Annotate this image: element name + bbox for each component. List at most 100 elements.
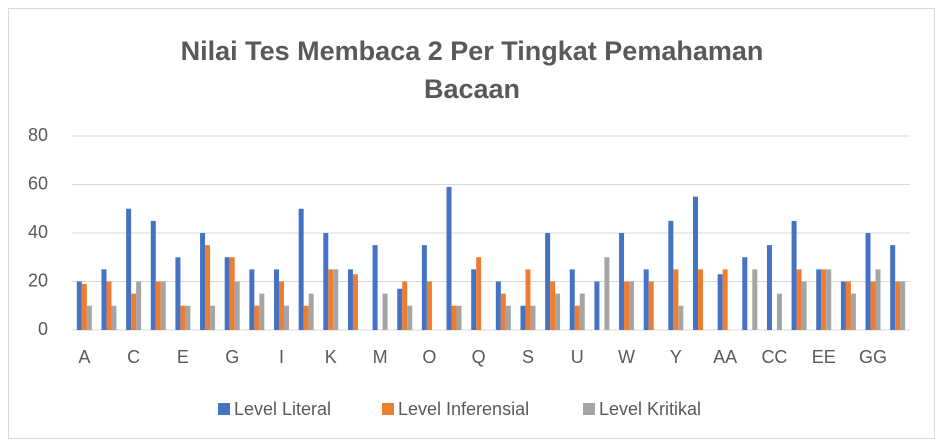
bar [766, 245, 772, 330]
bar [446, 186, 452, 330]
y-tick-label: 20 [28, 270, 48, 290]
bar [545, 233, 551, 330]
x-tick-label: A [78, 347, 90, 367]
bar [249, 269, 255, 330]
bar [865, 233, 871, 330]
bar [421, 245, 427, 330]
bar [279, 281, 284, 330]
bar [106, 281, 112, 330]
bar [668, 220, 674, 330]
bar [525, 269, 531, 330]
bar [352, 274, 358, 330]
bar [555, 293, 561, 330]
bar [890, 245, 896, 330]
x-tick-label: CC [761, 347, 787, 367]
x-tick-label: K [325, 347, 337, 367]
legend-label: Level Inferensial [398, 399, 529, 419]
x-tick-label: W [618, 347, 635, 367]
x-tick-label: O [422, 347, 436, 367]
bar [678, 305, 684, 330]
bar [840, 281, 846, 330]
bar [752, 269, 758, 330]
bar [845, 281, 851, 330]
bar [426, 281, 432, 330]
bar [81, 283, 87, 330]
bar [456, 305, 462, 330]
bar [870, 281, 876, 330]
bar [259, 293, 265, 330]
x-tick-label: Q [472, 347, 486, 367]
bar [801, 281, 807, 330]
x-tick-label: M [373, 347, 388, 367]
bar [895, 281, 901, 330]
bar [333, 269, 339, 330]
bar [648, 281, 654, 330]
bar [693, 196, 698, 330]
bar [205, 245, 211, 330]
y-tick-label: 80 [28, 125, 48, 145]
legend-label: Level Literal [234, 399, 331, 419]
bar [505, 305, 511, 330]
bar [175, 257, 181, 330]
bar [698, 269, 703, 330]
bar [500, 293, 506, 330]
bar [619, 233, 625, 330]
bar [451, 305, 457, 330]
bar [816, 269, 822, 330]
bar [821, 269, 827, 330]
bar [574, 305, 580, 330]
x-tick-label: U [571, 347, 584, 367]
bar [776, 293, 782, 330]
bar [717, 274, 723, 330]
bar [155, 281, 161, 330]
bar [471, 269, 477, 330]
bar [185, 305, 191, 330]
bar [111, 305, 117, 330]
bar [791, 220, 797, 330]
bar [530, 305, 536, 330]
bar [86, 305, 92, 330]
bar [136, 281, 142, 330]
bar [328, 269, 334, 330]
bar [274, 269, 279, 330]
bar [850, 293, 856, 330]
x-tick-label: C [127, 347, 140, 367]
bar [150, 220, 156, 330]
bar [298, 208, 304, 330]
bar [826, 269, 832, 330]
bar [397, 288, 403, 330]
bar [673, 269, 679, 330]
bar [254, 305, 260, 330]
bar [347, 269, 353, 330]
bar [229, 257, 235, 330]
bar [372, 245, 378, 330]
bar [594, 281, 600, 330]
bar [629, 281, 635, 330]
chart-frame [8, 8, 935, 439]
x-tick-label: G [225, 347, 239, 367]
bar [200, 233, 206, 330]
x-tick-label: Y [670, 347, 682, 367]
bar [900, 281, 906, 330]
bar [224, 257, 230, 330]
bar [643, 269, 649, 330]
chart-title: Nilai Tes Membaca 2 Per Tingkat Pemahama… [180, 36, 764, 104]
x-tick-label: E [177, 347, 189, 367]
bar [76, 281, 82, 330]
bar [180, 305, 186, 330]
bar [323, 233, 329, 330]
bar [624, 281, 630, 330]
bar [382, 293, 388, 330]
bar [722, 269, 728, 330]
bar [126, 208, 132, 330]
bar [101, 269, 107, 330]
bar [550, 281, 556, 330]
bar [520, 305, 526, 330]
bar [875, 269, 881, 330]
x-tick-label: GG [859, 347, 887, 367]
bar [569, 269, 575, 330]
bar [579, 293, 585, 330]
bar [476, 257, 482, 330]
